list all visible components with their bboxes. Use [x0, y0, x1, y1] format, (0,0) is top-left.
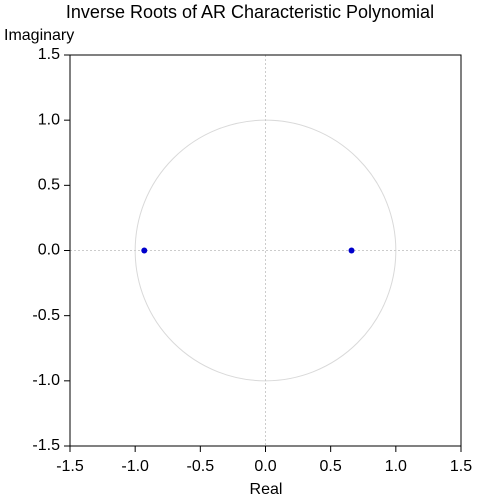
chart-title: Inverse Roots of AR Characteristic Polyn…: [66, 2, 434, 22]
y-tick-label: 1.5: [38, 46, 60, 63]
x-tick-label: -1.0: [121, 458, 149, 475]
x-tick-label: 1.5: [450, 458, 472, 475]
root-point: [348, 247, 355, 254]
x-tick-label: 0.0: [254, 458, 276, 475]
x-tick-label: -0.5: [187, 458, 215, 475]
x-tick-label: 0.5: [320, 458, 342, 475]
x-axis-label: Real: [250, 481, 283, 498]
y-tick-label: -1.5: [32, 437, 60, 454]
y-tick-label: -0.5: [32, 307, 60, 324]
x-tick-label: -1.5: [56, 458, 84, 475]
y-tick-label: -1.0: [32, 372, 60, 389]
y-tick-label: 0.5: [38, 177, 60, 194]
y-tick-label: 0.0: [38, 242, 60, 259]
root-point: [141, 247, 148, 254]
y-axis-label: Imaginary: [4, 27, 74, 44]
x-tick-label: 1.0: [385, 458, 407, 475]
y-tick-label: 1.0: [38, 111, 60, 128]
